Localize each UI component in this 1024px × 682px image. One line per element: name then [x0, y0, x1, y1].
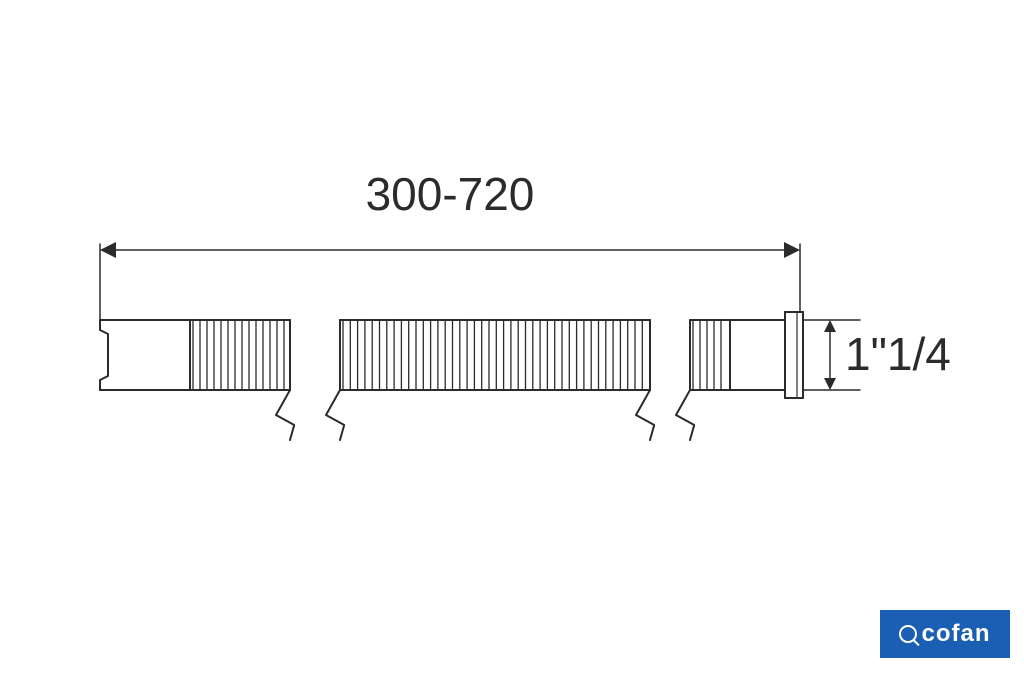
brand-logo: cofan — [880, 610, 1010, 658]
svg-text:1"1/4: 1"1/4 — [845, 328, 951, 380]
svg-text:300-720: 300-720 — [366, 168, 535, 220]
magnifier-icon — [899, 625, 917, 643]
brand-text: cofan — [921, 620, 990, 648]
technical-diagram: 300-720 1"1/4 — [0, 0, 1024, 682]
